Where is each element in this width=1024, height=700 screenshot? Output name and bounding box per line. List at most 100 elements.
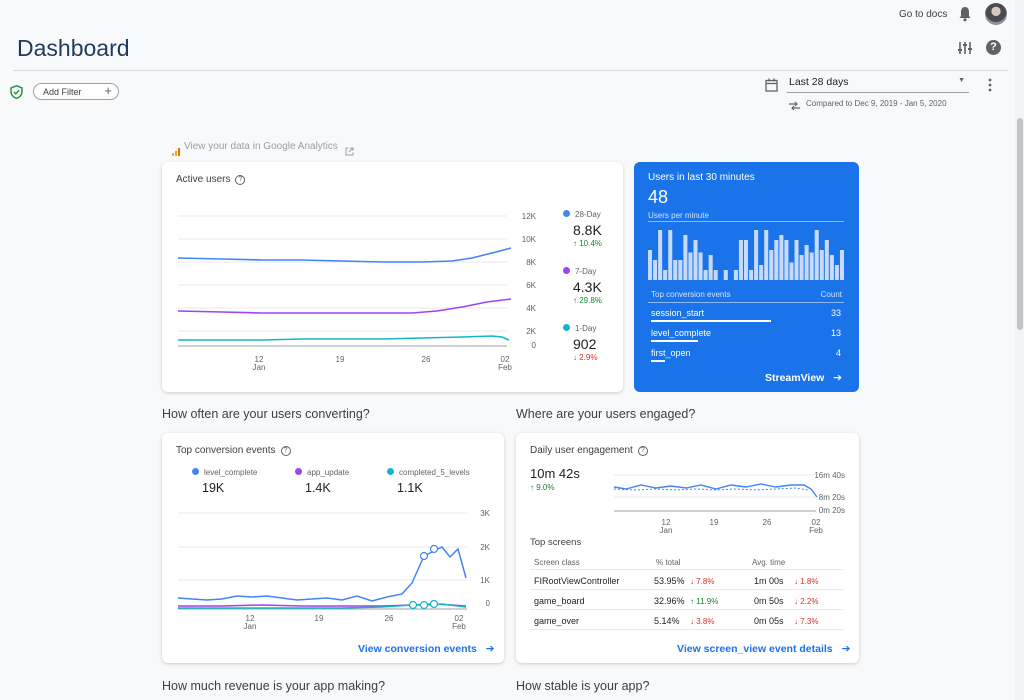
realtime-event-row[interactable]: first_open 4 (648, 343, 844, 363)
realtime-count: 48 (648, 187, 669, 207)
date-range-select[interactable]: Last 28 days ▼ (787, 74, 969, 93)
y-tick: 10K (522, 235, 537, 244)
analytics-link[interactable]: View your data in Google Analytics (184, 141, 338, 152)
users-per-minute-bar (738, 240, 743, 280)
data-point-marker (408, 600, 418, 610)
pct-total-cell: 5.14% (654, 616, 680, 626)
users-per-minute-bar (799, 255, 804, 280)
add-filter-label: Add Filter (43, 87, 82, 97)
arrow-right-icon: ➔ (833, 372, 843, 384)
calendar-icon (765, 78, 778, 92)
table-row[interactable]: game_over 5.14% ↓ 3.8% 0m 05s ↓ 7.3% (530, 610, 844, 630)
realtime-col-count: Count (820, 290, 842, 299)
realtime-event-row[interactable]: session_start 33 (648, 303, 844, 323)
avatar[interactable] (985, 3, 1007, 25)
legend-value: 902 (573, 336, 597, 352)
event-name: first_open (651, 348, 691, 358)
help-icon[interactable]: ? (280, 446, 291, 456)
daily-engagement-card: Daily user engagement? 10m 42s ↑ 9.0% 16… (516, 433, 859, 663)
event-name: session_start (651, 308, 705, 318)
data-point-marker (429, 599, 439, 609)
help-icon[interactable]: ? (637, 446, 648, 456)
series-7-day-line (177, 298, 512, 314)
users-per-minute-bar (764, 230, 769, 280)
realtime-header-rule (648, 302, 844, 303)
analytics-bar-icon (172, 143, 180, 156)
x-tick: 19 (336, 355, 345, 364)
arrow-right-icon: ➔ (485, 643, 495, 655)
go-to-docs-link[interactable]: Go to docs (899, 9, 948, 20)
pct-total-cell: 53.95% (654, 576, 685, 586)
users-per-minute-bar (819, 250, 824, 280)
dropdown-caret-icon: ▼ (958, 77, 965, 84)
add-filter-button[interactable]: Add Filter + (33, 83, 119, 100)
legend-app-update: app_update 1.4K (295, 468, 349, 495)
users-per-minute-bar (683, 235, 688, 280)
series-28-day-line (177, 247, 512, 263)
users-per-minute-bar (789, 262, 794, 280)
table-header: Screen class % total Avg. time (530, 556, 844, 570)
realtime-card: Users in last 30 minutes 48 Users per mi… (634, 162, 859, 392)
y-tick: 8K (526, 258, 536, 267)
pct-change: ↓ 3.8% (690, 617, 715, 626)
users-per-minute-bar (668, 230, 673, 280)
data-point-marker (419, 600, 429, 610)
col-screen-class: Screen class (534, 558, 580, 567)
help-icon[interactable]: ? (986, 40, 1001, 55)
date-range-value: Last 28 days (789, 76, 849, 88)
data-point-marker (429, 544, 439, 554)
event-count: 13 (830, 328, 841, 338)
y-tick: 0m 20s (819, 506, 845, 515)
compared-to-text: Compared to Dec 9, 2019 - Jan 5, 2020 (806, 99, 947, 108)
y-tick: 2K (526, 327, 536, 336)
x-tick-month: Jan (244, 622, 257, 631)
users-per-minute-bar (784, 240, 789, 280)
open-external-icon[interactable] (345, 143, 354, 156)
realtime-event-row[interactable]: level_complete 13 (648, 323, 844, 343)
users-per-minute-bar (779, 235, 784, 280)
engagement-title: Daily user engagement? (530, 445, 648, 456)
view-screen-view-details-link[interactable]: View screen_view event details ➔ (677, 643, 851, 655)
top-conversion-card: Top conversion events? level_complete 19… (162, 433, 504, 663)
streamview-link[interactable]: StreamView ➔ (765, 372, 843, 384)
table-row[interactable]: game_board 32.96% ↑ 11.9% 0m 50s ↓ 2.2% (530, 590, 844, 610)
users-per-minute-bar (688, 252, 693, 280)
users-per-minute-bar (804, 245, 809, 280)
users-per-minute-bar (698, 252, 703, 280)
users-per-minute-bar (713, 270, 718, 280)
x-tick: 26 (385, 614, 394, 623)
view-conversion-events-link[interactable]: View conversion events ➔ (358, 643, 495, 655)
realtime-subtitle: Users per minute (648, 211, 709, 220)
more-vert-icon[interactable] (987, 78, 993, 92)
realtime-title: Users in last 30 minutes (648, 172, 755, 183)
header-divider (13, 70, 1008, 71)
y-tick: 8m 20s (819, 493, 845, 502)
users-per-minute-bar (824, 240, 829, 280)
y-tick: 3K (480, 509, 490, 518)
users-per-minute-bar (769, 250, 774, 280)
y-tick: 0 (532, 341, 537, 350)
legend-value: 8.8K (573, 222, 602, 238)
event-name: level_complete (651, 328, 712, 338)
section-converting: How often are your users converting? (162, 407, 370, 421)
scrollbar-thumb[interactable] (1017, 118, 1023, 330)
x-tick: 02 (501, 355, 510, 364)
notifications-bell-icon[interactable] (958, 6, 972, 22)
legend-28-day: 28-Day 8.8K ↑ 10.4% (563, 210, 602, 248)
x-tick-month: Jan (660, 526, 673, 535)
screen-class-cell: FIRootViewController (534, 576, 620, 586)
pct-change: ↑ 11.9% (690, 597, 719, 606)
page-title: Dashboard (17, 35, 130, 61)
col-pct-total: % total (656, 558, 681, 567)
users-per-minute-bar (658, 230, 663, 280)
help-icon[interactable]: ? (235, 175, 246, 185)
x-tick: 12 (246, 614, 255, 623)
users-per-minute-bar (834, 265, 839, 280)
x-tick: 19 (710, 518, 719, 527)
table-row[interactable]: FIRootViewController 53.95% ↓ 7.8% 1m 00s ↓ … (530, 570, 844, 590)
users-per-minute-bar (733, 270, 738, 280)
x-tick-month: Feb (809, 526, 823, 535)
compare-arrows-icon (788, 98, 801, 111)
event-bar (651, 340, 698, 342)
customize-sliders-icon[interactable] (958, 41, 972, 55)
